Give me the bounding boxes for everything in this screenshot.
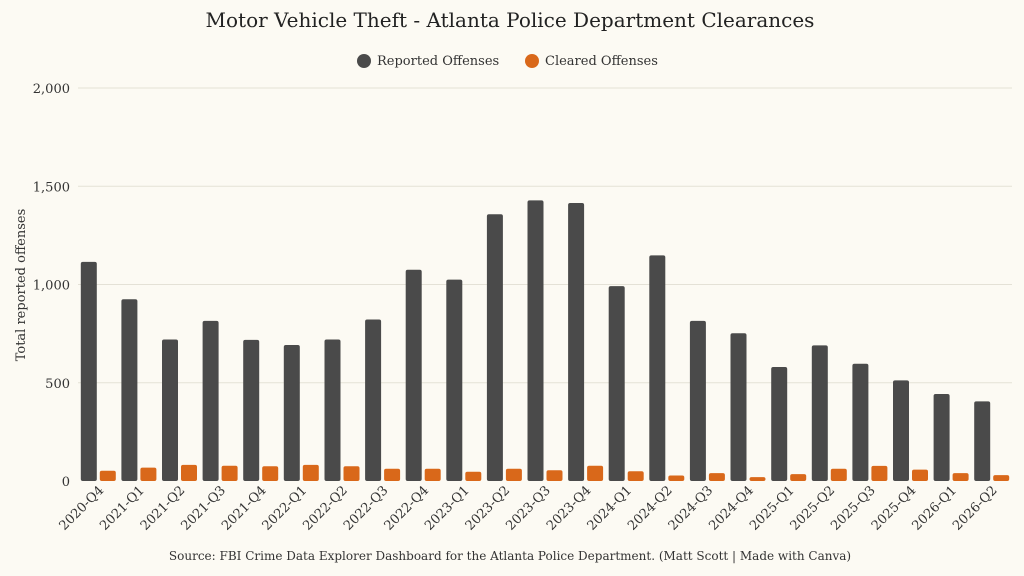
y-tick-label: 2,000: [33, 82, 70, 97]
bar-cleared-offenses: [302, 464, 319, 481]
legend-marker-reported: [357, 54, 371, 68]
bar-cleared-offenses: [871, 465, 888, 481]
bar-reported-offenses: [608, 286, 625, 481]
bar-cleared-offenses: [912, 469, 928, 481]
bar-reported-offenses: [121, 299, 138, 481]
bar-cleared-offenses: [384, 468, 401, 481]
bar-reported-offenses: [405, 269, 422, 481]
legend-label-cleared: Cleared Offenses: [545, 54, 658, 69]
bar-reported-offenses: [527, 200, 544, 481]
bar-reported-offenses: [324, 339, 341, 481]
bar-cleared-offenses: [627, 471, 644, 481]
bar-cleared-offenses: [99, 470, 116, 481]
bar-reported-offenses: [649, 255, 666, 481]
bar-cleared-offenses: [505, 468, 522, 481]
x-tick-label: 2026-Q2: [950, 483, 1000, 533]
bar-cleared-offenses: [993, 475, 1010, 481]
bar-cleared-offenses: [830, 468, 847, 481]
bar-cleared-offenses: [181, 464, 197, 481]
bar-reported-offenses: [365, 319, 382, 481]
bar-reported-offenses: [811, 345, 828, 481]
bar-reported-offenses: [162, 339, 178, 481]
y-tick-label: 1,500: [33, 180, 70, 195]
bar-reported-offenses: [974, 401, 991, 481]
bar-reported-offenses: [486, 214, 503, 481]
y-axis-ticks: 0 500 1,000 1,500 2,000: [33, 82, 70, 490]
chart-title: Motor Vehicle Theft - Atlanta Police Dep…: [206, 8, 815, 32]
bar-cleared-offenses: [749, 477, 766, 481]
x-axis-ticks: 2020-Q42021-Q12021-Q22021-Q32021-Q42022-…: [57, 483, 1001, 533]
bar-reported-offenses: [80, 261, 97, 481]
bar-cleared-offenses: [140, 467, 157, 481]
bar-cleared-offenses: [668, 475, 685, 481]
bar-reported-offenses: [568, 203, 585, 481]
bar-reported-offenses: [771, 367, 788, 481]
bar-cleared-offenses: [587, 465, 604, 481]
bar-cleared-offenses: [221, 465, 238, 481]
bar-cleared-offenses: [546, 470, 563, 481]
y-tick-label: 1,000: [33, 279, 70, 294]
bar-reported-offenses: [893, 380, 909, 481]
bar-cleared-offenses: [952, 473, 969, 481]
source-note: Source: FBI Crime Data Explorer Dashboar…: [169, 549, 851, 563]
bar-reported-offenses: [446, 279, 463, 481]
bar-reported-offenses: [243, 339, 260, 481]
bar-reported-offenses: [852, 363, 869, 481]
bar-reported-offenses: [689, 320, 706, 481]
legend: Reported Offenses Cleared Offenses: [357, 54, 658, 69]
bar-cleared-offenses: [790, 474, 807, 481]
y-tick-label: 500: [45, 377, 70, 392]
y-tick-label: 0: [62, 475, 70, 490]
bar-cleared-offenses: [343, 466, 360, 481]
bar-reported-offenses: [933, 394, 950, 481]
bars: [80, 200, 1010, 481]
bar-cleared-offenses: [708, 473, 725, 481]
bar-cleared-offenses: [424, 468, 441, 481]
legend-marker-cleared: [525, 54, 539, 68]
legend-label-reported: Reported Offenses: [377, 54, 499, 69]
bar-cleared-offenses: [262, 466, 279, 481]
bar-reported-offenses: [730, 333, 747, 481]
bar-cleared-offenses: [465, 471, 482, 481]
bar-reported-offenses: [202, 320, 219, 481]
y-axis-label: Total reported offenses: [14, 209, 29, 362]
bar-reported-offenses: [283, 345, 300, 481]
